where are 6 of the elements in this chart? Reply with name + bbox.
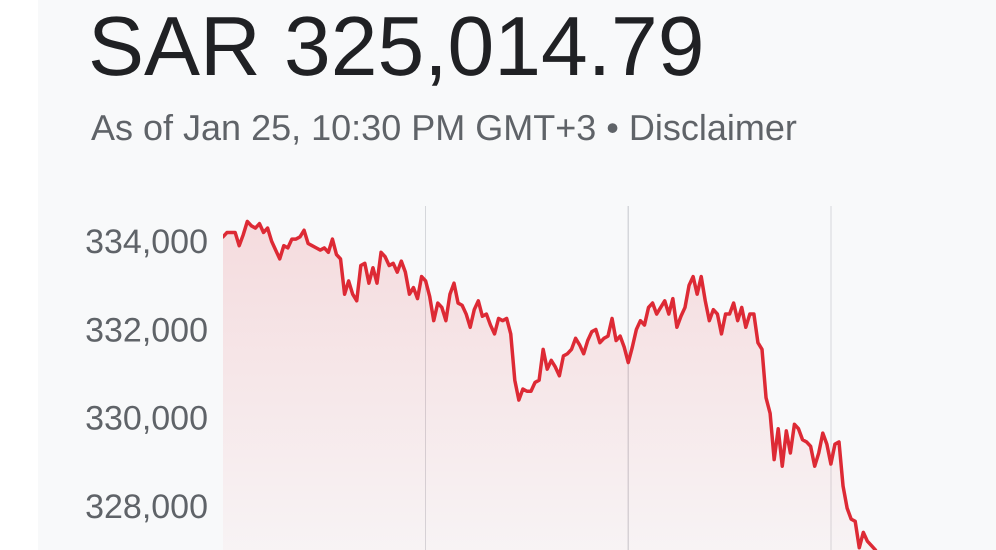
- chart-title: SAR 325,014.79: [88, 0, 704, 93]
- y-tick-label: 332,000: [85, 311, 208, 350]
- chart-subtitle: As of Jan 25, 10:30 PM GMT+3 • Disclaimer: [91, 107, 797, 148]
- y-tick-label: 330,000: [85, 400, 208, 438]
- y-tick-label: 328,000: [85, 488, 208, 526]
- y-tick-label: 334,000: [85, 223, 208, 262]
